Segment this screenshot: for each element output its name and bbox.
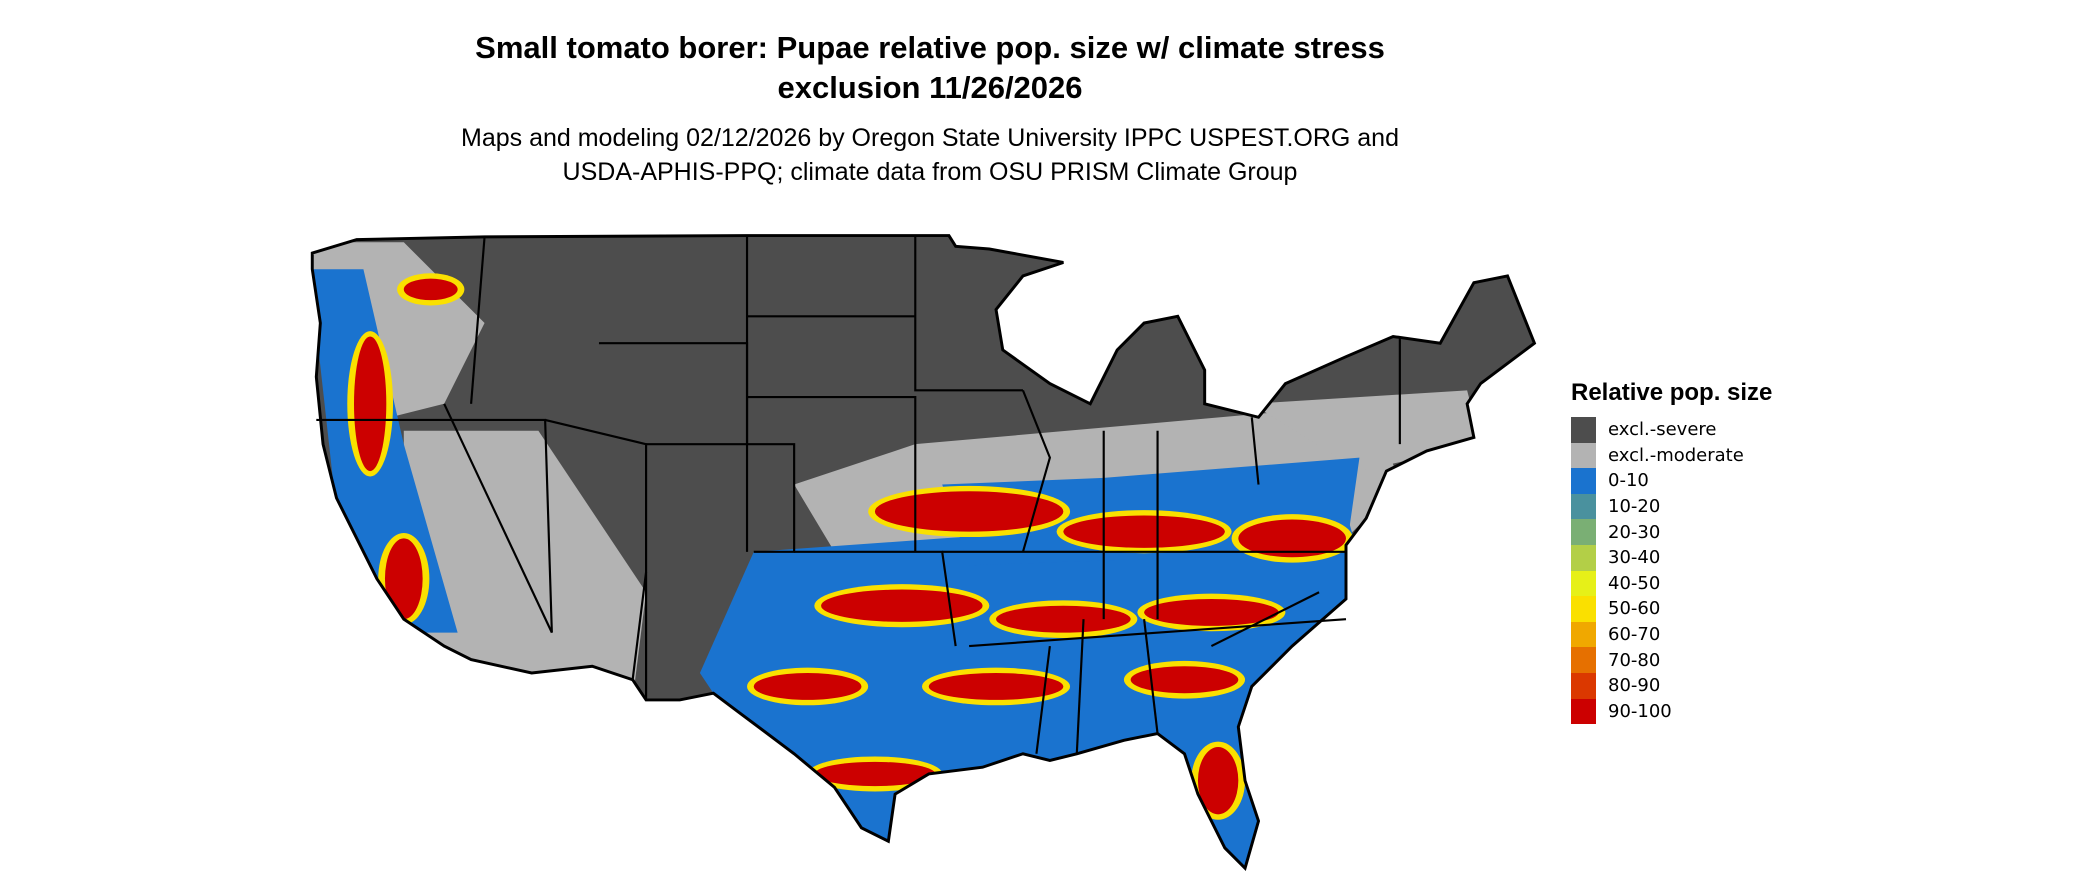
state-border bbox=[1075, 619, 1085, 754]
legend-swatch bbox=[1571, 417, 1596, 443]
legend-swatch bbox=[1571, 596, 1596, 622]
state-border bbox=[470, 236, 486, 404]
high-population-patch bbox=[1144, 598, 1279, 626]
legend-label: 30-40 bbox=[1608, 547, 1661, 569]
high-population-patch bbox=[814, 761, 936, 787]
legend-label: 40-50 bbox=[1608, 572, 1661, 594]
legend-item: excl.-moderate bbox=[1571, 442, 1772, 469]
legend-label: 70-80 bbox=[1608, 649, 1661, 671]
map-subtitle-line2: USDA-APHIS-PPQ; climate data from OSU PR… bbox=[562, 158, 1298, 186]
state-border bbox=[747, 395, 917, 552]
map-subtitle-line1: Maps and modeling 02/12/2026 by Oregon S… bbox=[461, 124, 1399, 152]
legend-swatch bbox=[1571, 570, 1596, 597]
legend-item: 10-20 bbox=[1571, 493, 1772, 520]
legend-item: 0-10 bbox=[1571, 468, 1772, 494]
state-border bbox=[1250, 417, 1260, 485]
state-border bbox=[631, 571, 648, 680]
map-fill-layer bbox=[312, 235, 1535, 869]
legend-item: excl.-severe bbox=[1571, 417, 1772, 443]
legend: Relative pop. size excl.-severe excl.-mod… bbox=[1571, 378, 1773, 725]
legend-item: 40-50 bbox=[1571, 570, 1772, 597]
legend-label: excl.-moderate bbox=[1608, 444, 1744, 466]
legend-item: 20-30 bbox=[1571, 519, 1772, 545]
legend-label: excl.-severe bbox=[1608, 419, 1717, 441]
state-border bbox=[443, 403, 553, 634]
state-borders bbox=[316, 235, 1401, 754]
legend-label: 60-70 bbox=[1608, 624, 1661, 646]
legend-swatch bbox=[1571, 698, 1596, 725]
legend-label: 20-30 bbox=[1608, 521, 1661, 543]
state-border bbox=[544, 418, 648, 700]
legend-label: 10-20 bbox=[1608, 496, 1661, 518]
moderate-exclusion-area bbox=[1251, 390, 1481, 472]
high-population-patch bbox=[1238, 519, 1346, 558]
legend-label: 80-90 bbox=[1608, 675, 1661, 697]
state-border bbox=[1143, 619, 1159, 734]
state-border bbox=[914, 235, 1023, 392]
high-population-patch bbox=[353, 336, 387, 472]
state-border bbox=[969, 618, 1347, 648]
legend-swatch bbox=[1571, 519, 1596, 545]
high-population-patch bbox=[403, 278, 458, 301]
high-population-patch bbox=[874, 491, 1064, 532]
legend-swatch bbox=[1571, 442, 1596, 469]
high-population-patch bbox=[996, 605, 1131, 633]
legend-label: 50-60 bbox=[1608, 598, 1661, 620]
legend-title: Relative pop. size bbox=[1571, 379, 1773, 406]
high-population-patch bbox=[1197, 747, 1239, 815]
legend-swatch bbox=[1571, 468, 1596, 494]
map-title-line2: exclusion 11/26/2026 bbox=[777, 70, 1083, 105]
legend-swatch bbox=[1571, 647, 1596, 673]
high-population-patch bbox=[928, 673, 1064, 700]
state-border bbox=[646, 443, 796, 553]
legend-swatch bbox=[1571, 493, 1596, 520]
legend-item: 50-60 bbox=[1571, 596, 1772, 622]
legend-item: 60-70 bbox=[1571, 621, 1772, 648]
high-population-patch bbox=[1063, 515, 1225, 548]
legend-swatch bbox=[1571, 544, 1596, 571]
map-title-line1: Small tomato borer: Pupae relative pop. … bbox=[475, 30, 1385, 65]
state-border bbox=[1021, 389, 1052, 553]
legend-item: 70-80 bbox=[1571, 647, 1772, 673]
state-border bbox=[1210, 591, 1320, 648]
legend-swatch bbox=[1571, 621, 1596, 648]
legend-item: 30-40 bbox=[1571, 544, 1772, 571]
legend-item: 90-100 bbox=[1571, 698, 1772, 725]
high-population-patch bbox=[384, 538, 423, 620]
high-population-patch bbox=[753, 673, 862, 700]
moderate-exclusion-area bbox=[403, 430, 647, 700]
state-border bbox=[1035, 645, 1051, 754]
legend-item: 80-90 bbox=[1571, 672, 1772, 699]
high-population-patch bbox=[1130, 666, 1239, 694]
high-population-patch bbox=[821, 589, 983, 622]
legend-label: 90-100 bbox=[1608, 700, 1672, 722]
legend-swatch bbox=[1571, 672, 1596, 699]
legend-label: 0-10 bbox=[1608, 470, 1649, 492]
